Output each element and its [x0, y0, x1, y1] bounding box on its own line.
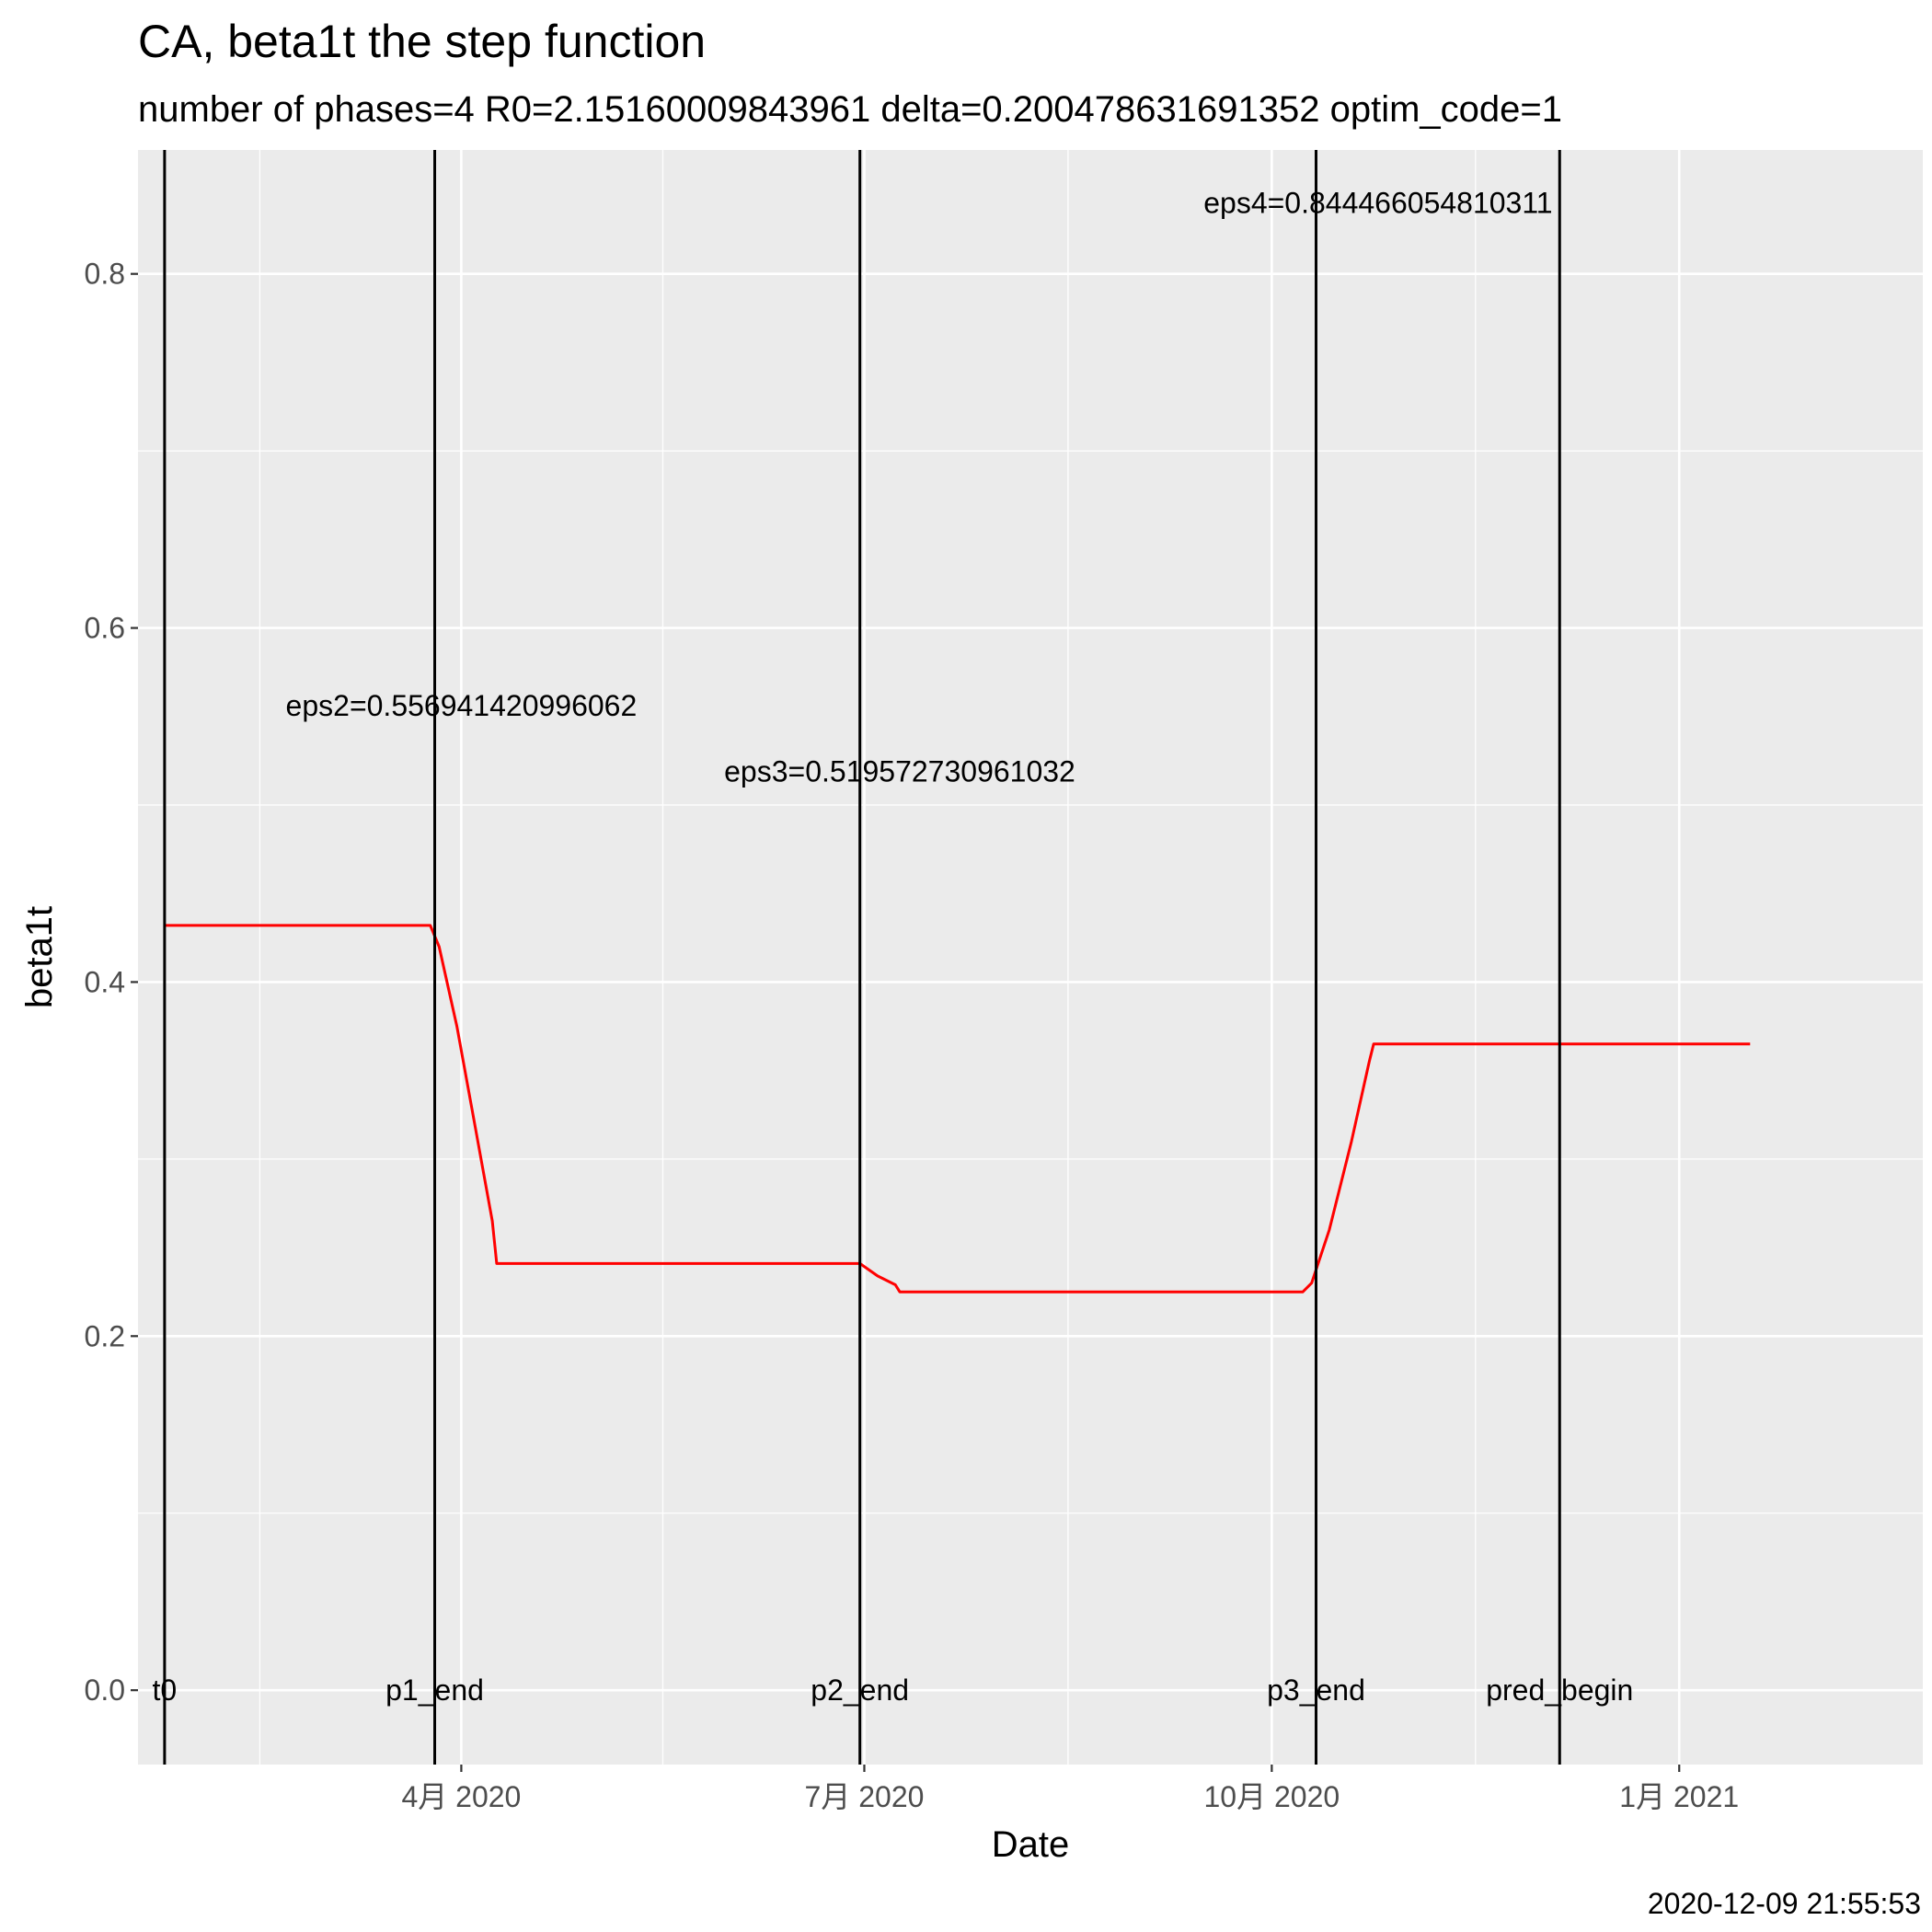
- series-layer: [164, 924, 1751, 1294]
- eps-annotation: eps2=0.556941420996062: [286, 689, 638, 722]
- eps-annotation: eps3=0.519572730961032: [724, 754, 1075, 788]
- y-tick-label: 0.0: [85, 1673, 125, 1707]
- x-tick-label: 7月 2020: [805, 1780, 925, 1813]
- beta1t-line: [164, 924, 1751, 1294]
- x-tick-label: 1月 2021: [1619, 1780, 1739, 1813]
- x-tick-label: 10月 2020: [1204, 1780, 1340, 1813]
- y-tick-label: 0.6: [85, 612, 125, 645]
- annotation-layer: eps2=0.556941420996062 eps3=0.51957273096…: [286, 187, 1553, 788]
- phase-label: pred_begin: [1486, 1673, 1633, 1707]
- phase-label: p2_end: [811, 1673, 909, 1707]
- y-axis: 0.0 0.2 0.4 0.6 0.8: [85, 258, 138, 1707]
- x-axis-title: Date: [992, 1824, 1070, 1865]
- x-axis: 4月 2020 7月 2020 10月 2020 1月 2021: [401, 1765, 1739, 1813]
- phase-label: p1_end: [385, 1673, 484, 1707]
- y-tick-label: 0.8: [85, 258, 125, 291]
- chart-subtitle: number of phases=4 R0=2.15160009843961 d…: [138, 89, 1562, 130]
- x-tick-label: 4月 2020: [401, 1780, 521, 1813]
- phase-label: t0: [153, 1673, 178, 1707]
- plot-caption: 2020-12-09 21:55:53: [1648, 1887, 1921, 1920]
- chart-title: CA, beta1t the step function: [138, 16, 706, 67]
- y-tick-label: 0.4: [85, 965, 125, 998]
- eps-annotation: eps4=0.844466054810311: [1203, 187, 1552, 220]
- phase-label: p3_end: [1267, 1673, 1365, 1707]
- plot-panel: [138, 150, 1923, 1765]
- y-axis-title: beta1t: [19, 906, 60, 1008]
- vline-layer: t0 p1_end p2_end p3_end pred_begin: [153, 150, 1633, 1765]
- y-tick-label: 0.2: [85, 1319, 125, 1352]
